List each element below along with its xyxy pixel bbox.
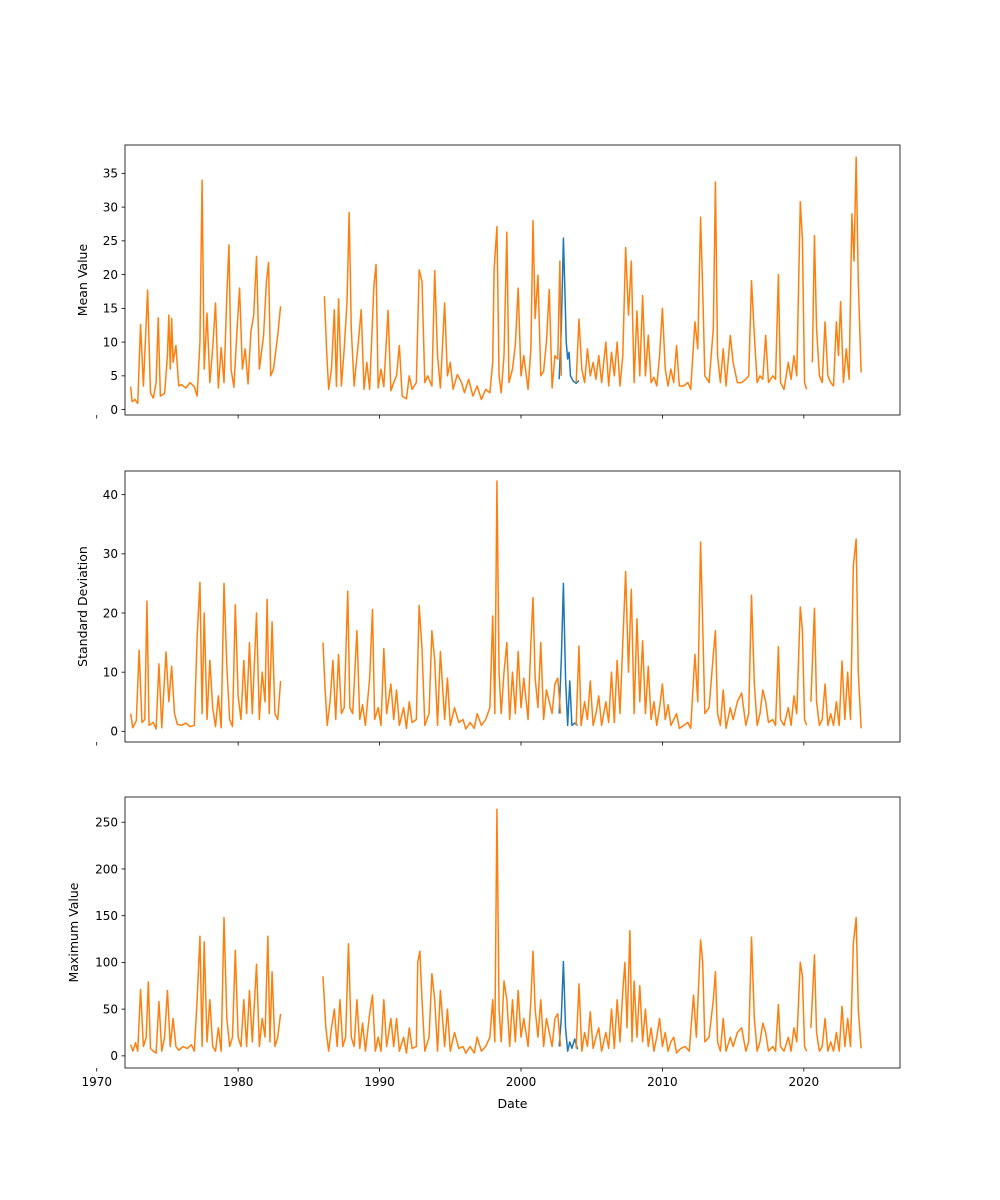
- y-tick-label: 0: [110, 403, 118, 417]
- x-tick-label: 2000: [506, 1075, 537, 1089]
- plot-area: [129, 808, 862, 1054]
- axes-frame: [124, 144, 901, 416]
- series-1-line-segment-1: [322, 808, 562, 1054]
- series-0-line-segment-0: [558, 960, 579, 1052]
- panel-maximum-value: 0 50 100 150 200 250 1970 1980 1990 2000 2010 2020 M…: [66, 796, 901, 1111]
- series-1-line-segment-3: [810, 538, 862, 729]
- y-tick-label: 0: [110, 1049, 118, 1063]
- y-tick-label: 150: [95, 909, 118, 923]
- series-1-line-segment-2: [575, 541, 808, 730]
- series-1-line-segment-3: [811, 156, 862, 387]
- series-1-line-segment-1: [323, 211, 563, 401]
- panel-mean-value: 0 5 10 15 20 25 30 35 Mean Value: [75, 144, 901, 419]
- y-tick-label: 20: [103, 268, 118, 282]
- panel-standard-deviation: 0 10 20 30 40 Standard Deviation: [75, 470, 901, 746]
- plot-area: [129, 156, 862, 405]
- y-tick-label: 250: [95, 816, 118, 830]
- series-1-line-segment-3: [810, 916, 862, 1052]
- series-1-line-segment-2: [575, 929, 808, 1054]
- x-tick-label: 2020: [789, 1075, 820, 1089]
- x-tick-label: 2010: [647, 1075, 678, 1089]
- series-1-line-segment-2: [575, 181, 808, 391]
- plot-area: [129, 480, 862, 730]
- y-tick-label: 100: [95, 956, 118, 970]
- series-1-line-segment-1: [322, 480, 562, 730]
- series-1-line-segment-0: [129, 581, 282, 730]
- y-tick-label: 10: [103, 335, 118, 349]
- y-tick-label: 200: [95, 862, 118, 876]
- series-1-line-segment-0: [129, 179, 282, 405]
- y-tick-label: 40: [103, 488, 118, 502]
- x-tick-label: 1970: [81, 1075, 112, 1089]
- series-1-line-segment-0: [129, 916, 282, 1054]
- y-axis-label: Mean Value: [75, 244, 90, 317]
- series-0-line-segment-0: [558, 582, 579, 727]
- y-tick-label: 5: [110, 369, 118, 383]
- y-axis-label: Maximum Value: [66, 882, 81, 982]
- x-axis-label: Date: [498, 1096, 528, 1111]
- y-tick-label: 10: [103, 665, 118, 679]
- x-tick-label: 1990: [364, 1075, 395, 1089]
- axes-frame: [124, 470, 901, 743]
- y-tick-label: 25: [103, 234, 118, 248]
- axes-frame: [124, 796, 901, 1069]
- series-0-line-segment-0: [558, 237, 580, 385]
- y-tick-label: 20: [103, 606, 118, 620]
- y-tick-label: 30: [103, 547, 118, 561]
- y-tick-label: 35: [103, 167, 118, 181]
- y-axis-label: Standard Deviation: [75, 546, 90, 667]
- y-tick-label: 30: [103, 200, 118, 214]
- y-tick-label: 50: [103, 1002, 118, 1016]
- y-tick-label: 15: [103, 302, 118, 316]
- x-tick-label: 1980: [223, 1075, 254, 1089]
- y-tick-label: 0: [110, 725, 118, 739]
